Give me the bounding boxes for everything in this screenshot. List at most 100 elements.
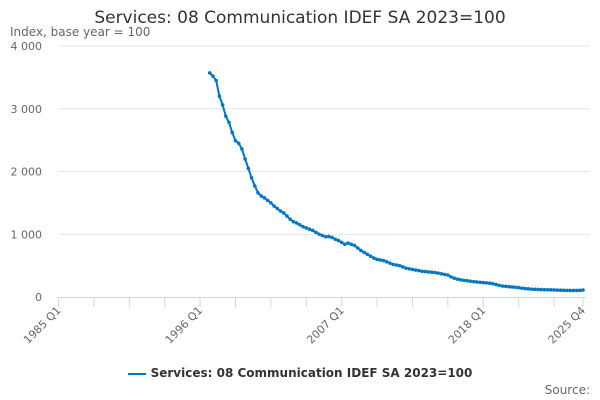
y-tick-label: 4 000 — [11, 40, 43, 53]
data-point — [233, 138, 238, 143]
data-point — [429, 270, 434, 275]
data-point — [417, 268, 421, 273]
data-point — [246, 166, 251, 171]
data-point — [285, 214, 289, 218]
data-point — [513, 285, 518, 290]
data-point — [436, 271, 440, 275]
data-point — [301, 224, 305, 229]
data-point — [565, 288, 569, 293]
data-point — [343, 242, 347, 247]
data-point — [249, 175, 254, 180]
data-point — [526, 287, 531, 291]
data-point — [516, 285, 521, 290]
data-point — [384, 260, 389, 264]
data-point — [433, 270, 437, 275]
data-point — [339, 240, 344, 245]
data-point — [446, 273, 450, 277]
y-tick-label: 0 — [35, 291, 42, 304]
data-point — [262, 196, 267, 200]
data-point — [317, 232, 321, 237]
data-point — [381, 258, 386, 263]
data-point — [529, 287, 534, 291]
data-point — [555, 288, 560, 292]
data-point — [243, 157, 247, 161]
data-point — [230, 130, 235, 135]
data-point — [307, 227, 312, 232]
data-point — [491, 282, 495, 286]
data-point — [314, 230, 318, 235]
data-point — [256, 191, 260, 195]
data-point — [420, 269, 424, 274]
legend-swatch — [127, 372, 146, 375]
data-point — [298, 223, 302, 227]
x-tick-label: 1996 Q1 — [163, 304, 206, 347]
data-point — [455, 277, 460, 281]
legend-item[interactable]: Services: 08 Communication IDEF SA 2023=… — [0, 366, 600, 380]
data-point — [404, 266, 408, 270]
data-point — [532, 287, 537, 292]
data-point — [269, 201, 273, 205]
data-point — [452, 276, 457, 280]
data-point — [227, 120, 231, 125]
y-tick-label: 3 000 — [11, 103, 43, 116]
data-point — [288, 217, 292, 221]
data-point — [397, 263, 402, 268]
data-point — [465, 278, 469, 283]
data-point — [571, 288, 576, 293]
data-point — [462, 278, 466, 283]
data-point — [236, 141, 241, 146]
data-point — [507, 284, 511, 289]
data-point — [471, 279, 476, 284]
data-point — [330, 235, 334, 240]
data-point — [359, 248, 363, 253]
data-point — [577, 288, 582, 293]
data-point — [439, 271, 444, 276]
data-point — [207, 71, 212, 75]
y-axis-label: Index, base year = 100 — [10, 25, 151, 39]
data-point — [410, 267, 415, 272]
data-point — [401, 265, 405, 269]
data-point — [323, 234, 328, 239]
data-point — [426, 270, 431, 274]
data-point — [240, 147, 244, 151]
y-tick-label: 2 000 — [11, 166, 43, 179]
data-point — [355, 246, 360, 250]
series-line — [209, 72, 584, 292]
data-point — [275, 206, 280, 211]
data-point — [523, 286, 527, 291]
data-point — [211, 74, 215, 78]
data-point — [503, 284, 508, 289]
data-point — [272, 204, 276, 208]
x-tick-label: 2018 Q1 — [446, 304, 489, 347]
data-point — [217, 94, 222, 98]
data-point — [394, 263, 399, 267]
data-point — [442, 272, 447, 277]
data-point — [407, 266, 412, 271]
data-point — [291, 219, 296, 224]
data-point — [536, 287, 540, 292]
data-point — [484, 281, 489, 285]
data-point — [413, 268, 418, 272]
data-point — [549, 288, 553, 292]
data-point — [352, 243, 357, 248]
data-point — [320, 233, 325, 238]
data-point — [552, 288, 556, 292]
data-point — [220, 103, 225, 107]
source-label: Source: — [544, 383, 590, 397]
data-point — [362, 250, 366, 255]
data-point — [497, 283, 502, 288]
data-point — [333, 237, 338, 242]
data-point — [278, 209, 283, 213]
data-point — [378, 258, 383, 262]
data-point — [558, 288, 563, 293]
data-point — [252, 184, 257, 188]
data-point — [214, 78, 218, 83]
data-point — [581, 288, 585, 292]
data-point — [365, 252, 370, 257]
chart-title: Services: 08 Communication IDEF SA 2023=… — [94, 8, 506, 28]
data-point — [561, 288, 566, 293]
data-point — [372, 256, 376, 260]
data-point — [391, 262, 395, 267]
data-point — [487, 281, 492, 285]
